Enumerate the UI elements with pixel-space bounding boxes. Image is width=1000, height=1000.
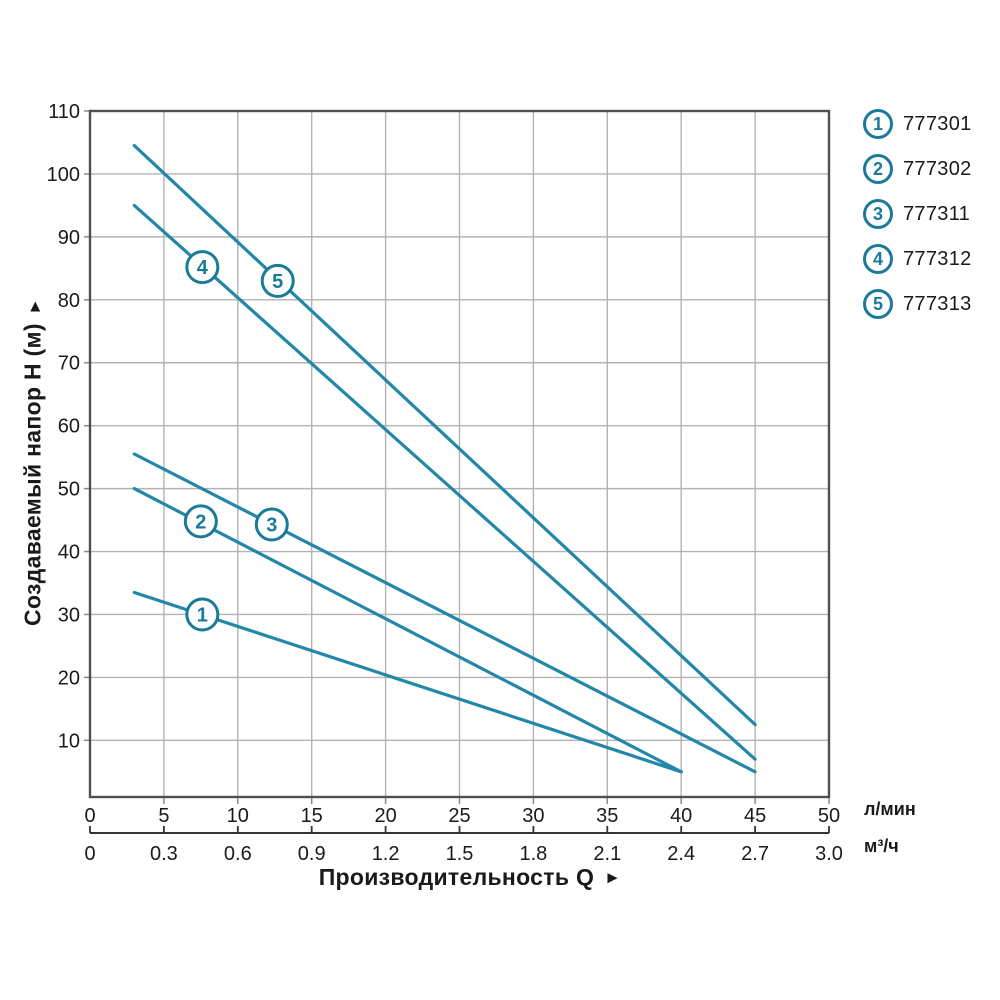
up-arrow-icon: ▲ xyxy=(26,296,45,316)
y-axis-title-text: Создаваемый напор H (м) xyxy=(19,323,46,626)
x-tick-label-lmin: 0 xyxy=(84,805,95,827)
y-tick-label: 50 xyxy=(58,479,80,501)
legend-number-badge-3: 3 xyxy=(863,199,893,229)
x-tick-label-lmin: 25 xyxy=(448,805,470,827)
legend-code-label: 777313 xyxy=(903,292,972,315)
legend-code-label: 777302 xyxy=(903,157,972,180)
curve-777313 xyxy=(132,144,757,727)
curve-marker-number-1: 1 xyxy=(197,604,208,626)
curve-marker-number-5: 5 xyxy=(272,271,283,293)
x-tick-label-lmin: 50 xyxy=(818,805,840,827)
x-tick-label-lmin: 35 xyxy=(596,805,618,827)
x-tick-label-m3h: 0.6 xyxy=(224,843,252,865)
curve-marker-number-2: 2 xyxy=(195,511,206,533)
curve-marker-number-3: 3 xyxy=(266,514,277,536)
x-axis-title: Производительность Q ► xyxy=(90,864,850,891)
legend: 1 777301 2 777302 3 777311 4 777312 5 777313 xyxy=(863,109,972,334)
curve-marker-circle-3 xyxy=(254,507,289,542)
x-tick-label-lmin: 45 xyxy=(744,805,766,827)
x-tick-label-m3h: 0 xyxy=(84,843,95,865)
x-tick-label-lmin: 30 xyxy=(522,805,544,827)
x-tick-label-m3h: 2.1 xyxy=(593,843,621,865)
legend-number-badge-4: 4 xyxy=(863,244,893,274)
x-tick-label-lmin: 10 xyxy=(227,805,249,827)
y-tick-label: 40 xyxy=(58,542,80,564)
x-tick-label-lmin: 15 xyxy=(301,805,323,827)
curve-marker-circle-1 xyxy=(185,597,220,632)
curve-marker-circle-4 xyxy=(185,250,220,285)
y-tick-label: 100 xyxy=(47,164,80,186)
legend-item-777313: 5 777313 xyxy=(863,289,972,319)
legend-number-badge-1: 1 xyxy=(863,109,893,139)
x-tick-label-lmin: 5 xyxy=(158,805,169,827)
legend-code-label: 777311 xyxy=(903,202,971,225)
x-tick-label-m3h: 0.3 xyxy=(150,843,178,865)
curve-777301 xyxy=(132,590,683,774)
unit-label-m3h: м³/ч xyxy=(864,836,899,856)
y-tick-label: 60 xyxy=(58,416,80,438)
x-tick-label-m3h: 1.8 xyxy=(519,843,547,865)
curve-777312 xyxy=(132,203,757,761)
x-tick-label-m3h: 2.4 xyxy=(667,843,695,865)
x-tick-label-m3h: 3.0 xyxy=(815,843,843,865)
legend-code-label: 777301 xyxy=(903,112,972,135)
legend-number-badge-2: 2 xyxy=(863,154,893,184)
right-arrow-icon: ► xyxy=(604,868,622,887)
legend-item-777302: 2 777302 xyxy=(863,154,972,184)
curve-777302 xyxy=(132,487,683,774)
curve-marker-circle-5 xyxy=(260,263,295,298)
y-tick-label: 20 xyxy=(58,667,80,689)
legend-item-777311: 3 777311 xyxy=(863,199,972,229)
x-tick-label-m3h: 1.2 xyxy=(372,843,400,865)
y-tick-label: 70 xyxy=(58,353,80,375)
x-axis-title-text: Производительность Q xyxy=(318,864,595,890)
legend-code-label: 777312 xyxy=(903,247,972,270)
x-tick-label-lmin: 20 xyxy=(374,805,396,827)
y-tick-label: 90 xyxy=(58,227,80,249)
x-tick-label-lmin: 40 xyxy=(670,805,692,827)
unit-label-lmin: л/мин xyxy=(864,799,916,819)
y-tick-label: 30 xyxy=(58,604,80,626)
legend-number-badge-5: 5 xyxy=(863,289,893,319)
x-tick-label-m3h: 1.5 xyxy=(446,843,474,865)
legend-item-777312: 4 777312 xyxy=(863,244,972,274)
y-axis-title: Создаваемый напор H (м) ▲ xyxy=(19,296,47,626)
curve-marker-number-4: 4 xyxy=(197,257,209,279)
x-tick-label-m3h: 0.9 xyxy=(298,843,326,865)
plot-frame xyxy=(88,109,831,799)
curve-777311 xyxy=(132,452,757,774)
x-tick-label-m3h: 2.7 xyxy=(741,843,769,865)
curve-marker-circle-2 xyxy=(183,504,218,539)
y-tick-label: 110 xyxy=(48,101,80,123)
y-tick-label: 10 xyxy=(58,730,80,752)
legend-item-777301: 1 777301 xyxy=(863,109,972,139)
y-tick-label: 80 xyxy=(58,290,80,312)
